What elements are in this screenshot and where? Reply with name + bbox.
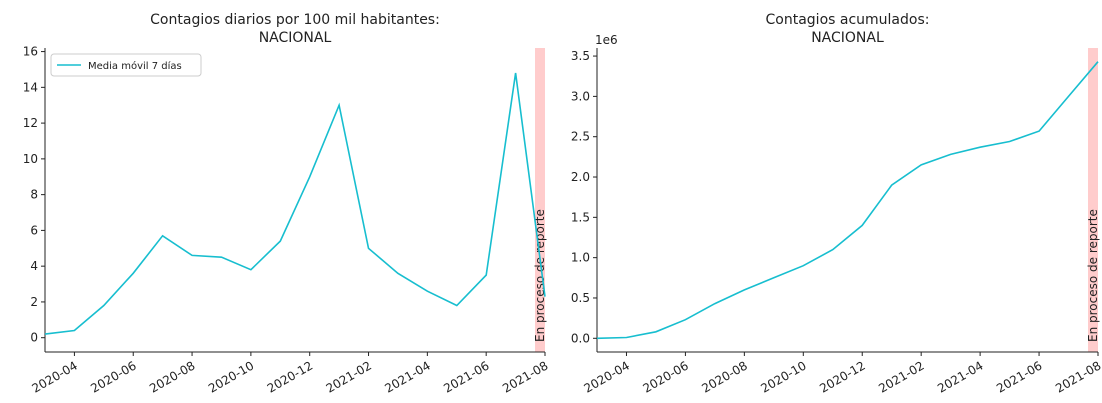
y-tick-label: 1.5: [571, 210, 590, 224]
x-tick-label: 2020-08: [699, 358, 749, 395]
y-tick-label: 3.0: [571, 89, 590, 103]
y-tick-label: 10: [23, 152, 38, 166]
report-span: [535, 48, 545, 352]
offset-text: 1e6: [595, 33, 618, 47]
chart-title: Contagios acumulados:: [766, 12, 930, 28]
legend-label: Media móvil 7 días: [88, 60, 182, 72]
x-tick-label: 2020-12: [817, 358, 867, 395]
y-tick-label: 2: [30, 295, 38, 309]
x-tick-label: 2020-04: [582, 358, 632, 395]
x-tick-label: 2021-08: [500, 358, 550, 395]
x-tick-label: 2021-02: [876, 358, 926, 395]
x-tick-label: 2021-02: [324, 358, 374, 395]
span-label: En proceso de reporte: [533, 209, 547, 342]
y-tick-label: 2.5: [571, 130, 590, 144]
x-tick-label: 2021-06: [441, 358, 491, 395]
y-tick-label: 3.5: [571, 49, 590, 63]
chart-title: Contagios diarios por 100 mil habitantes…: [150, 12, 440, 28]
y-tick-label: 2.0: [571, 170, 590, 184]
report-span: [1088, 48, 1098, 352]
chart-subtitle: NACIONAL: [811, 30, 884, 46]
line-series: [596, 61, 1099, 340]
x-tick-label: 2020-10: [758, 358, 808, 395]
x-tick-label: 2021-08: [1053, 358, 1102, 395]
y-tick-label: 4: [30, 259, 38, 273]
y-tick-label: 16: [23, 45, 38, 59]
x-tick-label: 2021-04: [935, 358, 985, 395]
y-tick-label: 8: [30, 188, 38, 202]
y-tick-label: 0: [30, 331, 38, 345]
x-tick-label: 2020-04: [29, 358, 79, 395]
line-series: [44, 72, 546, 335]
chart-subtitle: NACIONAL: [259, 30, 332, 46]
y-tick-label: 6: [30, 223, 38, 237]
x-tick-label: 2021-06: [994, 358, 1044, 395]
y-tick-label: 1.0: [571, 251, 590, 265]
legend-box: [50, 53, 202, 77]
y-tick-label: 0.0: [571, 331, 590, 345]
span-label: En proceso de reporte: [1086, 209, 1100, 342]
y-tick-label: 0.5: [571, 291, 590, 305]
x-tick-label: 2020-10: [206, 358, 256, 395]
x-tick-label: 2020-06: [88, 358, 138, 395]
y-tick-label: 12: [23, 116, 38, 130]
x-tick-label: 2021-04: [382, 358, 432, 395]
x-tick-label: 2020-08: [147, 358, 197, 395]
y-tick-label: 14: [23, 80, 38, 94]
x-tick-label: 2020-06: [640, 358, 690, 395]
x-tick-label: 2020-12: [265, 358, 315, 395]
